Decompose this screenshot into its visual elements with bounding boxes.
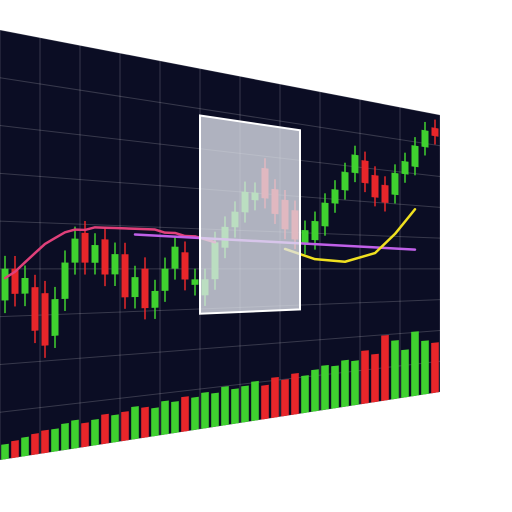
candle-body [21,277,29,294]
candle-body [61,262,69,299]
volume-bar [431,342,439,394]
grid-line [0,77,441,147]
volume-bar [71,419,79,449]
candle-body [431,127,439,137]
candle-body [331,189,339,204]
volume-bar [241,385,249,423]
volume-bar [221,386,229,426]
volume-bar [421,340,429,395]
candle-body [391,172,399,196]
candle-body [161,268,169,291]
volume-bar [201,391,209,429]
candle-body [141,268,149,309]
volume-bar [411,331,419,397]
candle-body [1,268,9,301]
volume-bar [301,375,309,414]
volume-bar [1,443,9,460]
candle-body [71,238,79,263]
volume-bar [111,414,119,443]
candle-body [411,145,419,168]
volume-bar [261,384,269,420]
candle-body [371,174,379,198]
volume-bar [61,422,69,451]
candle-body [81,232,89,263]
volume-bar [41,429,49,454]
volume-bar [211,392,219,428]
volume-bar [341,359,349,408]
volume-bar [371,353,379,403]
overlay-line [3,226,217,280]
volume-bar [131,406,139,440]
candle-body [351,154,359,174]
candle-body [31,287,39,331]
candle-body [131,277,139,298]
volume-bar [141,406,149,439]
volume-bar [311,369,319,412]
volume-bar [331,365,339,409]
volume-bar [81,422,89,448]
overlay-line [283,208,417,264]
volume-bar [151,407,159,437]
volume-bar [391,340,399,400]
volume-bar [321,364,329,411]
volume-bar [351,360,359,406]
volume-bar [91,419,99,446]
candle-body [171,246,179,269]
candle-body [41,293,49,346]
candle-body [51,299,59,336]
candle-body [361,160,369,184]
candle-body [401,160,409,175]
volume-bar [401,349,409,398]
volume-bar [101,413,109,445]
volume-bar [51,428,59,453]
candle-body [381,184,389,203]
volume-bar [31,433,39,456]
candle-body [11,268,19,294]
candle-body [91,244,99,263]
candle-body [101,239,109,275]
candle-body [181,252,189,280]
candle-body [341,171,349,191]
candle-body [311,220,319,241]
volume-bar [21,436,29,457]
candle-body [421,129,429,148]
volume-bar [361,350,369,405]
volume-bar [161,400,169,436]
volume-bar [191,396,199,431]
candle-body [301,230,309,245]
grid-line [0,329,441,365]
volume-bar [121,411,129,442]
candle-body [321,202,329,227]
volume-bar [291,373,299,415]
candle-body [121,254,129,298]
candle-body [151,290,159,308]
volume-bar [181,396,189,432]
volume-bar [251,380,259,422]
volume-bar [271,376,279,419]
volume-bar [171,401,179,434]
volume-bar [381,335,389,402]
highlight-region [199,114,301,315]
grid-line [0,29,441,116]
candle-body [191,279,199,285]
volume-bar [11,440,19,459]
volume-bar [231,388,239,425]
volume-bar [281,379,289,417]
candle-body [111,254,119,275]
